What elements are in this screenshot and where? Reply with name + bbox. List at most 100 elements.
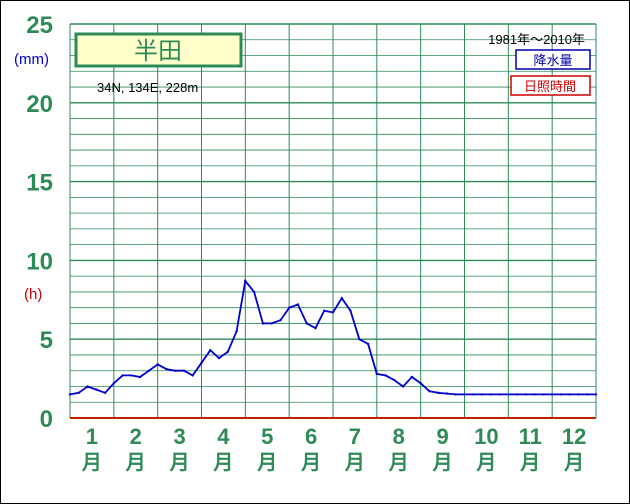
precip-unit-label: (mm) <box>14 51 49 68</box>
precip-data-point <box>472 393 475 396</box>
precip-data-point <box>428 390 431 393</box>
precip-data-point <box>288 306 291 309</box>
precip-data-point <box>559 393 563 396</box>
x-tick-label: 11 <box>519 424 542 449</box>
x-tick-suffix: 月 <box>125 450 146 474</box>
x-tick-label: 3 <box>173 424 185 449</box>
precip-data-point <box>296 303 300 306</box>
x-tick-suffix: 月 <box>563 450 584 474</box>
precip-data-point <box>95 388 98 391</box>
x-tick-suffix: 月 <box>388 450 409 474</box>
precip-data-point <box>515 393 519 396</box>
precip-data-point <box>112 382 116 385</box>
precip-data-point <box>507 393 510 396</box>
precip-data-point <box>463 393 466 396</box>
x-tick-label: 8 <box>393 424 405 449</box>
precip-data-point <box>498 393 501 396</box>
precip-data-point <box>165 367 168 371</box>
sun-unit-label: (h) <box>24 286 42 303</box>
title-box <box>74 32 243 68</box>
precip-data-point <box>217 356 221 360</box>
precip-data-point <box>270 322 273 325</box>
x-tick-suffix: 月 <box>300 450 321 474</box>
precip-data-point <box>419 382 422 385</box>
x-tick-label: 5 <box>261 424 273 449</box>
x-tick-suffix: 月 <box>81 450 102 474</box>
x-tick-label: 10 <box>474 424 498 449</box>
legend-precip-label: 降水量 <box>533 54 572 69</box>
precip-data-point <box>340 297 343 300</box>
precip-data-points <box>68 279 598 396</box>
x-tick-label: 12 <box>562 424 586 449</box>
precip-data-point <box>200 361 203 364</box>
precip-data-point <box>594 393 598 396</box>
y-tick-label: 15 <box>26 170 53 197</box>
precip-data-point <box>121 374 124 377</box>
station-coords: 34N, 134E, 228m <box>97 80 198 95</box>
precip-data-point <box>437 391 440 394</box>
precip-data-point <box>524 393 528 396</box>
y-tick-label: 5 <box>40 327 53 354</box>
precip-data-point <box>209 349 212 352</box>
precip-data-point <box>226 350 229 353</box>
x-tick-label: 9 <box>436 424 448 449</box>
precip-data-point <box>138 375 142 379</box>
x-tick-suffix: 月 <box>256 450 277 474</box>
precip-data-point <box>384 374 387 377</box>
precip-data-point <box>279 319 282 322</box>
precip-data-point <box>375 372 378 376</box>
precip-data-point <box>323 309 326 312</box>
y-tick-labels: 0 5 10 15 20 25 <box>26 12 53 433</box>
precip-data-point <box>542 393 545 396</box>
precip-data-point <box>314 327 317 330</box>
legend-sun-box <box>510 75 591 96</box>
y-tick-label: 20 <box>26 91 53 118</box>
precip-data-point <box>480 393 484 396</box>
legend-precip-box <box>515 49 591 70</box>
precip-data-point <box>86 385 89 388</box>
x-tick-suffix: 月 <box>475 450 496 474</box>
x-tick-label: 6 <box>305 424 317 449</box>
x-tick-label: 4 <box>217 424 230 449</box>
precip-data-point <box>366 342 370 346</box>
x-tick-suffix: 月 <box>169 450 190 474</box>
precip-data-point <box>358 338 361 341</box>
precip-data-point <box>103 391 107 394</box>
precip-data-point <box>586 393 589 396</box>
precip-data-point <box>393 379 396 382</box>
y-tick-label: 10 <box>26 248 53 275</box>
x-tick-label: 2 <box>130 424 142 449</box>
precip-data-point <box>182 369 186 372</box>
precip-data-point <box>68 393 72 396</box>
precip-data-point <box>410 375 414 379</box>
precip-data-point <box>130 374 133 377</box>
precip-data-point <box>551 393 554 396</box>
precip-data-point <box>533 393 536 396</box>
precip-data-point <box>305 322 308 325</box>
precip-data-point <box>244 279 247 283</box>
precip-data-point <box>235 330 238 333</box>
x-tick-suffix: 月 <box>519 450 540 474</box>
precip-data-point <box>489 393 492 396</box>
station-title: 半田 <box>134 37 182 65</box>
precip-data-point <box>261 322 265 325</box>
y-tick-label: 25 <box>26 12 53 39</box>
x-tick-label: 7 <box>349 424 361 449</box>
precip-data-point <box>445 392 449 395</box>
precip-data-point <box>577 393 580 396</box>
precip-data-point <box>349 309 352 312</box>
x-tick-label: 1 <box>86 424 98 449</box>
precip-data-point <box>191 374 194 377</box>
x-tick-suffix: 月 <box>344 450 365 474</box>
precip-data-point <box>156 363 159 366</box>
precip-data-point <box>331 311 335 314</box>
x-tick-suffix: 月 <box>212 450 233 474</box>
x-tick-suffix: 月 <box>432 450 453 474</box>
precip-data-point <box>147 369 151 372</box>
precip-data-point <box>174 369 177 372</box>
y-tick-label: 0 <box>40 406 53 433</box>
period-label: 1981年〜2010年 <box>488 32 585 47</box>
precip-data-point <box>401 385 405 388</box>
precip-data-point <box>252 290 256 294</box>
